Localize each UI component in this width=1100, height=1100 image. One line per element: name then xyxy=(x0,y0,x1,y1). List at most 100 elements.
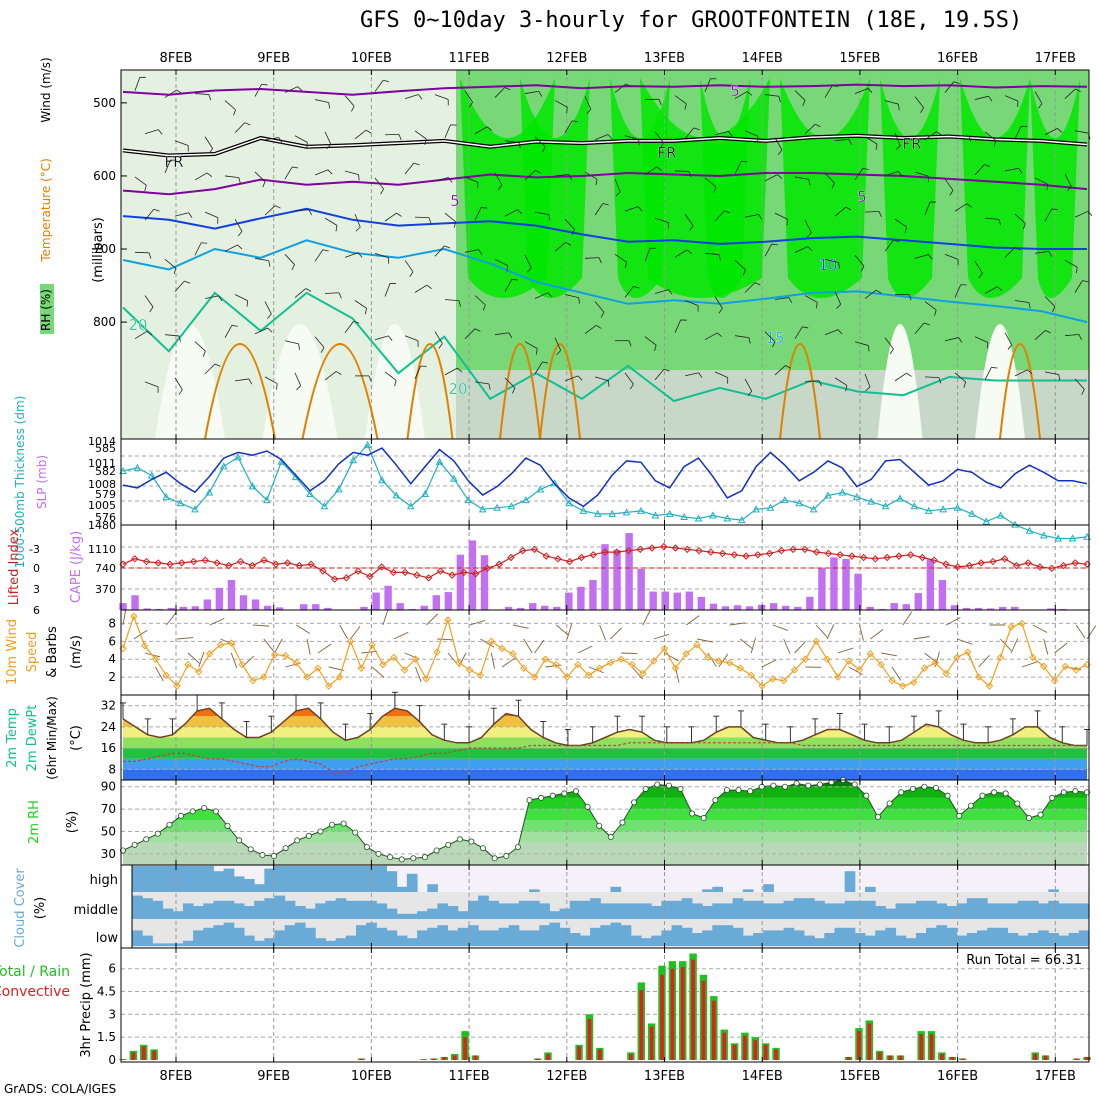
wind-barb xyxy=(486,126,493,131)
contour-label: 15 xyxy=(765,329,784,347)
thickness-point xyxy=(752,505,760,513)
cape-bar xyxy=(986,608,995,610)
li-point xyxy=(859,553,868,562)
rh-point xyxy=(224,822,231,829)
wind-barb-10m xyxy=(317,643,332,654)
wind-barb xyxy=(928,254,933,260)
cape-bar xyxy=(480,555,489,610)
rh-point xyxy=(178,812,185,819)
y-axis-units: (millibars) xyxy=(91,217,106,283)
li-point xyxy=(518,547,527,555)
cloud-bar xyxy=(854,933,866,946)
wind-barb xyxy=(816,302,818,309)
wind-barb xyxy=(974,261,983,274)
cloud-bar xyxy=(1048,900,1059,919)
wind-barb xyxy=(254,171,266,182)
wind-barb xyxy=(444,367,458,376)
wind-barb xyxy=(804,219,812,233)
li-point xyxy=(1083,560,1091,568)
cloud-bar xyxy=(844,927,856,946)
legend-convective: Convective xyxy=(0,984,70,1000)
wind-barb xyxy=(854,168,864,181)
thickness-point xyxy=(593,509,602,517)
wind-barb-10m xyxy=(1021,661,1038,668)
wind-speed-point xyxy=(270,651,279,659)
date-label-top: 8FEB xyxy=(160,51,193,66)
wind-barb xyxy=(1064,334,1079,337)
rh-point xyxy=(1002,790,1009,797)
wind-barb xyxy=(224,100,236,111)
cloud-bar xyxy=(447,906,459,919)
cape-bar xyxy=(324,607,332,610)
wind-barb xyxy=(1051,208,1058,211)
cloud-layer-label: high xyxy=(90,873,118,888)
li-point xyxy=(989,557,997,566)
y-axis-label-cape: CAPE (J/kg) xyxy=(69,531,84,603)
thickness-point xyxy=(205,488,214,496)
cloud-bar xyxy=(1058,935,1070,946)
y-tick-label: 579 xyxy=(95,488,116,501)
y-tick-label-slp: 1480 xyxy=(88,519,116,532)
wind-barb xyxy=(174,212,189,217)
wind-barb xyxy=(684,372,699,377)
cape-bar xyxy=(227,579,236,610)
wind-barb xyxy=(511,278,518,281)
cape-bar xyxy=(745,606,754,610)
cloud-bar xyxy=(1027,900,1039,919)
cloud-bar xyxy=(895,935,907,946)
wind-barb xyxy=(904,226,907,233)
cloud-bar xyxy=(742,889,754,892)
rh-point xyxy=(247,846,254,853)
cloud-bar xyxy=(844,871,856,892)
wind-speed-point xyxy=(801,655,810,663)
wind-barb xyxy=(734,335,749,339)
rh-point xyxy=(886,800,893,807)
rh-point xyxy=(1072,788,1079,795)
wind-speed-point xyxy=(1083,660,1091,669)
wind-barb xyxy=(949,190,954,196)
wind-barb xyxy=(838,262,840,269)
cape-bar xyxy=(1059,608,1067,610)
cloud-bar xyxy=(284,900,296,919)
thickness-point xyxy=(406,502,415,510)
thickness-point xyxy=(665,509,674,517)
wind-barb xyxy=(824,172,835,184)
wind-barb-10m xyxy=(815,624,828,638)
wind-barb xyxy=(554,174,569,177)
date-label-bottom: 15FEB xyxy=(839,1069,880,1084)
wind-speed-point xyxy=(476,671,485,680)
cloud-bar xyxy=(355,900,367,919)
y-tick-label: 8 xyxy=(108,616,116,630)
cloud-bar xyxy=(488,930,500,946)
cape-bar xyxy=(661,591,669,610)
cloud-bar xyxy=(182,866,194,892)
wind-barb xyxy=(565,241,572,246)
li-point xyxy=(119,560,127,568)
cloud-bar xyxy=(895,903,907,919)
rh-point xyxy=(1084,789,1091,796)
precip-conv-bar xyxy=(473,1055,478,1060)
rh-point xyxy=(793,780,800,787)
cloud-bar xyxy=(803,898,815,919)
rh-point xyxy=(735,787,742,794)
wind-barb xyxy=(234,294,248,302)
wind-barb xyxy=(164,89,177,98)
date-label-top: 11FEB xyxy=(449,51,490,66)
cape-bar xyxy=(601,544,609,610)
wind-barb xyxy=(324,292,340,294)
wind-barb-10m xyxy=(621,652,638,655)
cloud-bar xyxy=(325,940,337,946)
wind-barb xyxy=(953,81,960,84)
wind-barb xyxy=(535,170,541,174)
cape-bar xyxy=(613,549,621,610)
wind-barb xyxy=(624,286,634,298)
rh-point xyxy=(863,792,870,799)
cloud-bar xyxy=(671,925,683,946)
wind-barb xyxy=(261,83,268,86)
wind-barb xyxy=(164,159,171,174)
wind-barb xyxy=(306,142,308,149)
contour-label: 20 xyxy=(448,380,467,398)
rh-point xyxy=(387,854,394,861)
wind-barb xyxy=(608,380,610,387)
